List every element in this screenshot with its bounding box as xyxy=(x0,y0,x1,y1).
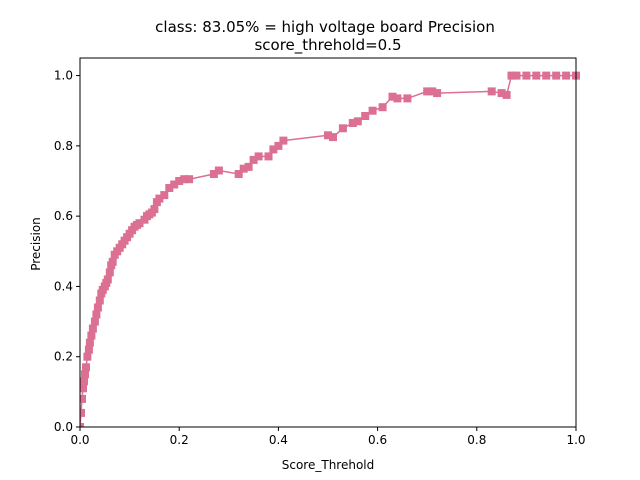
data-point xyxy=(254,152,263,161)
data-point xyxy=(368,106,377,115)
data-point xyxy=(393,94,402,103)
data-point xyxy=(175,177,184,185)
data-point xyxy=(135,219,144,228)
data-point xyxy=(185,175,194,184)
data-point xyxy=(497,89,506,98)
data-point xyxy=(522,71,531,80)
data-point xyxy=(388,92,397,101)
data-point xyxy=(80,394,86,403)
chart-subtitle: score_threhold=0.5 xyxy=(254,36,401,55)
x-tick-label: 0.6 xyxy=(368,433,387,447)
data-point xyxy=(80,408,85,417)
axes: 0.0 0.2 0.4 0.6 0.8 1.0 0.0 0.2 0.4 0.6 0.8 1.0 xyxy=(54,57,586,447)
data-point xyxy=(95,296,104,305)
data-point xyxy=(170,180,179,189)
data-point xyxy=(214,166,223,175)
y-axis-label: Precision xyxy=(29,217,43,271)
x-axis-label: Score_Threhold xyxy=(282,458,375,472)
data-point xyxy=(433,89,442,98)
data-point xyxy=(512,71,521,80)
data-point xyxy=(423,87,432,96)
y-tick-label: 0.0 xyxy=(54,420,73,434)
data-point xyxy=(244,162,253,171)
data-point xyxy=(105,268,114,277)
data-point xyxy=(562,71,571,80)
x-tick-label: 0.8 xyxy=(467,433,486,447)
y-tick-label: 1.0 xyxy=(54,69,73,83)
y-tick-label: 0.4 xyxy=(54,279,73,293)
data-point xyxy=(269,145,278,154)
data-point xyxy=(81,370,89,379)
data-point xyxy=(338,124,347,133)
data-point xyxy=(90,317,99,326)
data-point xyxy=(532,71,541,80)
axes-frame xyxy=(79,57,577,428)
x-tick-label: 1.0 xyxy=(566,433,585,447)
series-group xyxy=(80,71,580,427)
data-point xyxy=(502,90,511,99)
data-point xyxy=(329,133,337,142)
data-point xyxy=(92,310,101,319)
y-tick-label: 0.8 xyxy=(54,139,73,153)
data-point xyxy=(249,155,258,164)
data-point xyxy=(180,175,189,184)
data-point xyxy=(552,71,561,80)
data-point xyxy=(234,170,243,178)
data-point xyxy=(542,71,551,80)
data-point xyxy=(361,112,370,120)
data-point xyxy=(88,324,97,333)
data-point xyxy=(165,184,174,192)
data-point xyxy=(103,275,112,284)
data-point xyxy=(324,131,332,140)
data-point xyxy=(507,71,516,80)
data-point xyxy=(80,377,88,386)
data-point xyxy=(279,136,288,145)
x-tick-label: 0.0 xyxy=(70,433,89,447)
data-point xyxy=(487,87,496,96)
chart-title: class: 83.05% = high voltage board Preci… xyxy=(155,18,495,36)
data-point xyxy=(274,141,283,150)
data-point xyxy=(155,194,164,203)
data-point xyxy=(80,384,87,393)
data-point xyxy=(239,164,248,173)
data-point xyxy=(82,363,90,372)
data-point xyxy=(160,191,169,200)
data-point xyxy=(428,87,437,96)
data-point xyxy=(209,170,218,178)
x-tick-label: 0.4 xyxy=(269,433,288,447)
data-point xyxy=(403,94,412,103)
data-point xyxy=(378,103,387,112)
data-point xyxy=(348,119,357,127)
data-point xyxy=(264,152,273,161)
y-tick-label: 0.2 xyxy=(54,350,73,364)
plot-area xyxy=(80,71,580,427)
data-point xyxy=(85,338,94,347)
data-point xyxy=(87,331,96,340)
data-point xyxy=(353,117,362,126)
data-point xyxy=(93,303,102,312)
data-point xyxy=(84,345,93,354)
data-point xyxy=(80,423,84,427)
data-point xyxy=(108,257,117,266)
y-tick-label: 0.6 xyxy=(54,209,73,223)
data-point xyxy=(150,205,159,214)
data-point xyxy=(83,352,92,361)
x-tick-label: 0.2 xyxy=(170,433,189,447)
